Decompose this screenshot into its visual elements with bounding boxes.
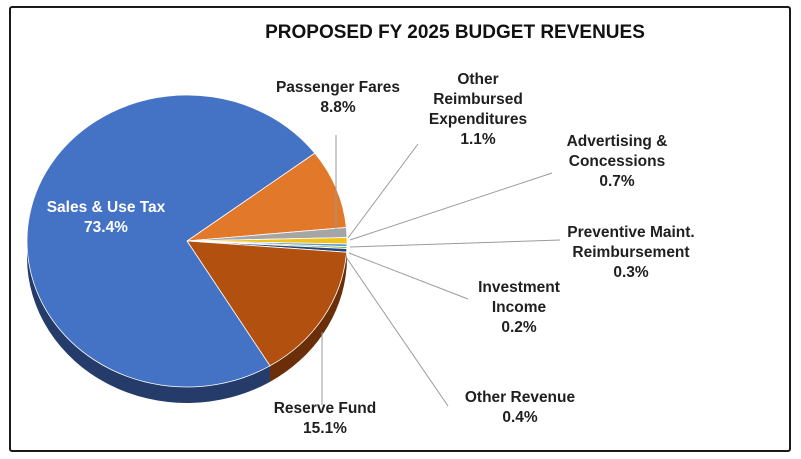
pie-slices <box>26 94 348 388</box>
data-labels: Sales & Use Tax 73.4% Passenger Fares 8.8% O… <box>47 71 695 437</box>
data-label: Other Revenue 0.4% <box>465 389 576 426</box>
pie-slice <box>186 240 347 367</box>
chart-title: PROPOSED FY 2025 BUDGET REVENUES <box>265 22 645 43</box>
data-label: Investment Income 0.2% <box>478 279 560 336</box>
data-label: Other Reimbursed Expenditures 1.1% <box>429 71 527 148</box>
leader-lines <box>321 135 561 407</box>
slice-side-0 <box>27 241 270 403</box>
leader-line <box>345 256 449 407</box>
leader-line <box>348 252 469 300</box>
data-label: Preventive Maint. Reimbursement 0.3% <box>567 224 695 281</box>
data-label: Advertising & Concessions 0.7% <box>567 133 668 190</box>
pie-slice <box>26 94 316 388</box>
slice-side-7 <box>269 252 347 382</box>
data-label: Sales & Use Tax 73.4% <box>47 199 166 236</box>
leader-line <box>349 239 561 248</box>
leader-line <box>349 172 553 241</box>
leader-line <box>347 143 419 239</box>
data-label: Reserve Fund 15.1% <box>274 400 377 437</box>
data-label: Passenger Fares 8.8% <box>276 79 400 116</box>
